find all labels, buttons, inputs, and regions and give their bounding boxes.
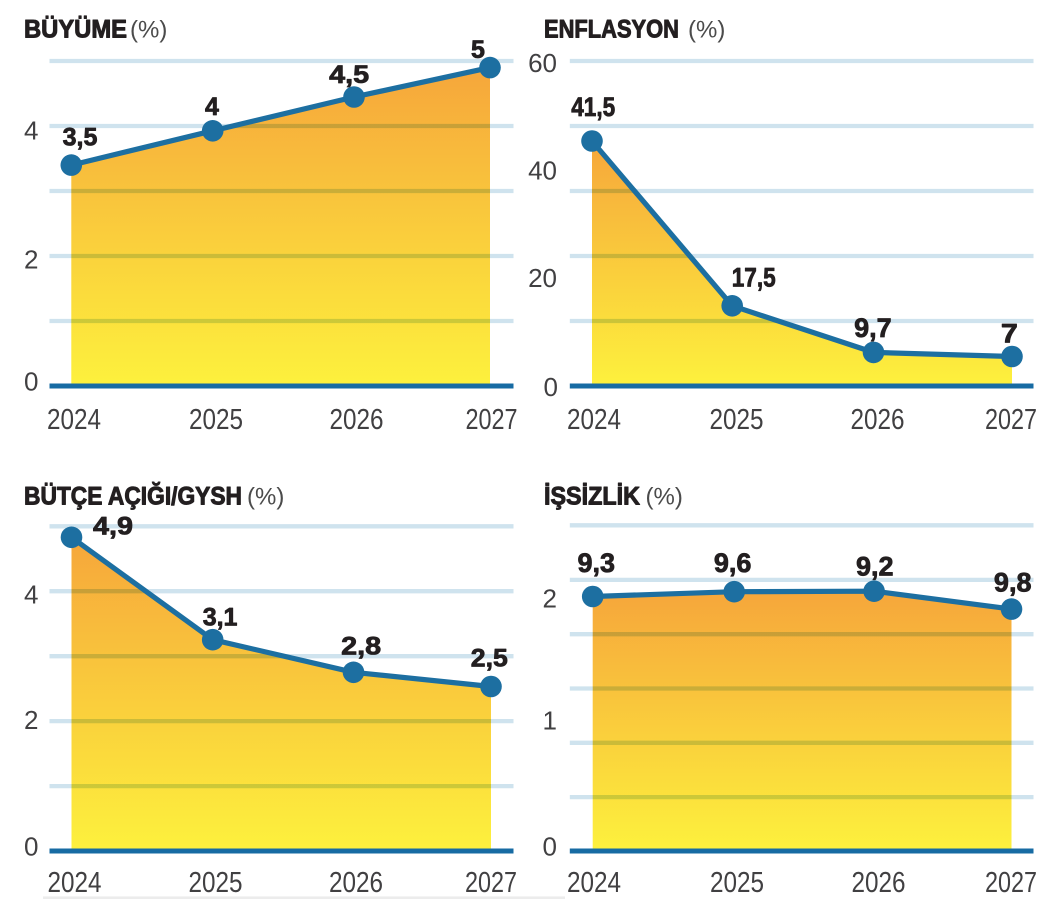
svg-text:İŞSİZLİK: İŞSİZLİK [544,483,640,511]
svg-text:2024: 2024 [48,867,102,899]
svg-text:(%): (%) [247,484,284,511]
svg-text:9,8: 9,8 [994,568,1032,598]
svg-text:2,8: 2,8 [341,632,381,660]
svg-text:4: 4 [24,116,38,146]
svg-text:2027: 2027 [985,867,1037,899]
svg-text:0: 0 [24,367,38,397]
svg-text:20: 20 [528,263,557,293]
svg-text:2025: 2025 [710,867,764,899]
svg-text:2026: 2026 [329,867,383,899]
svg-text:2024: 2024 [47,404,101,436]
svg-text:5: 5 [471,36,485,64]
svg-text:2025: 2025 [710,404,764,436]
svg-text:2,5: 2,5 [471,645,508,673]
svg-text:9,2: 9,2 [856,552,894,582]
svg-text:0: 0 [24,832,38,862]
svg-text:0: 0 [544,372,558,402]
svg-text:ENFLASYON: ENFLASYON [544,16,679,44]
svg-text:60: 60 [528,48,557,78]
svg-text:4,5: 4,5 [329,61,369,89]
svg-text:2025: 2025 [189,867,243,899]
svg-text:(%): (%) [130,17,167,44]
svg-text:4: 4 [205,93,219,121]
svg-text:9,3: 9,3 [578,548,616,578]
svg-text:3,5: 3,5 [63,124,98,152]
svg-text:1: 1 [543,705,557,735]
svg-text:2027: 2027 [465,867,517,899]
svg-text:2027: 2027 [985,404,1037,436]
svg-text:4,9: 4,9 [93,513,133,541]
svg-text:41,5: 41,5 [571,92,615,122]
svg-text:(%): (%) [646,484,683,511]
svg-text:2027: 2027 [466,404,518,436]
svg-text:3,1: 3,1 [203,604,238,632]
svg-text:0: 0 [543,832,557,862]
svg-text:17,5: 17,5 [732,263,776,293]
svg-text:2: 2 [24,245,38,275]
svg-text:4: 4 [24,580,38,610]
svg-text:2026: 2026 [851,404,905,436]
svg-text:7: 7 [1001,318,1018,348]
svg-text:2: 2 [24,705,38,735]
svg-text:2024: 2024 [567,867,621,899]
svg-text:2025: 2025 [189,404,243,436]
svg-text:2026: 2026 [852,867,906,899]
svg-text:2: 2 [543,584,557,614]
svg-text:(%): (%) [688,17,725,44]
svg-text:BÜYÜME: BÜYÜME [24,15,127,44]
svg-text:2026: 2026 [330,404,384,436]
svg-text:9,6: 9,6 [714,548,752,578]
svg-text:9,7: 9,7 [854,313,892,343]
svg-text:40: 40 [528,156,557,186]
svg-text:2024: 2024 [567,404,621,436]
svg-text:BÜTÇE AÇIĞI/GYSH: BÜTÇE AÇIĞI/GYSH [24,482,242,511]
